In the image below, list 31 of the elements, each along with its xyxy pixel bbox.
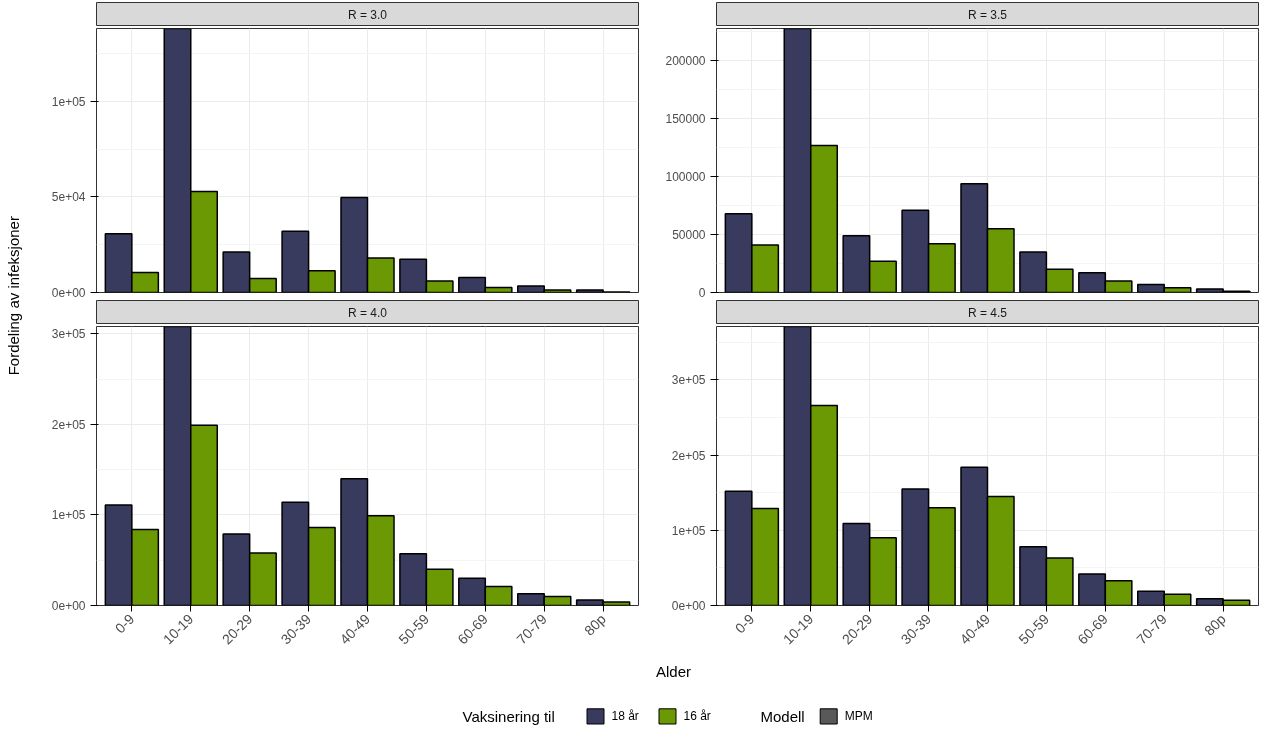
y-tick-label: 3e+05 (671, 373, 706, 388)
y-tick-label: 0e+00 (671, 599, 706, 613)
chart-title: R = 4.0 (347, 305, 388, 320)
legend-label: 18 år (611, 709, 639, 724)
legend-label: 16 år (683, 709, 711, 724)
y-tick-label: 200000 (665, 54, 706, 69)
y-tick-label: 0 (698, 286, 706, 300)
x-tick-label: 80p (1200, 610, 1229, 639)
y-tick-label: 2e+05 (51, 417, 86, 432)
legend-label: MPM (844, 709, 873, 724)
y-tick-label: 50000 (672, 228, 706, 243)
x-tick-label: 0-9 (111, 610, 138, 637)
y-tick-label: 100000 (665, 170, 706, 185)
chart-title: R = 3.5 (967, 7, 1008, 22)
y-tick-label: 0e+00 (51, 599, 86, 613)
y-tick-label: 1e+05 (51, 508, 86, 523)
x-tick-label: 0-9 (731, 610, 758, 637)
x-axis-title: Alder (655, 663, 692, 681)
text: Modell (760, 707, 805, 725)
y-tick-label: 1e+05 (51, 94, 86, 109)
y-axis-title: Fordeling av infeksjoner (5, 216, 22, 376)
chart-title: R = 4.5 (967, 305, 1008, 320)
chart-title: R = 3.0 (347, 7, 388, 22)
y-tick-label: 2e+05 (671, 448, 706, 463)
legend-title: Vaksinering til (462, 707, 555, 725)
x-tick-label: 80p (580, 610, 609, 639)
y-tick-label: 1e+05 (671, 523, 706, 538)
y-tick-label: 150000 (665, 112, 706, 127)
y-tick-label: 0e+00 (51, 286, 86, 300)
y-tick-label: 5e+04 (51, 190, 86, 205)
y-tick-label: 3e+05 (51, 327, 86, 342)
